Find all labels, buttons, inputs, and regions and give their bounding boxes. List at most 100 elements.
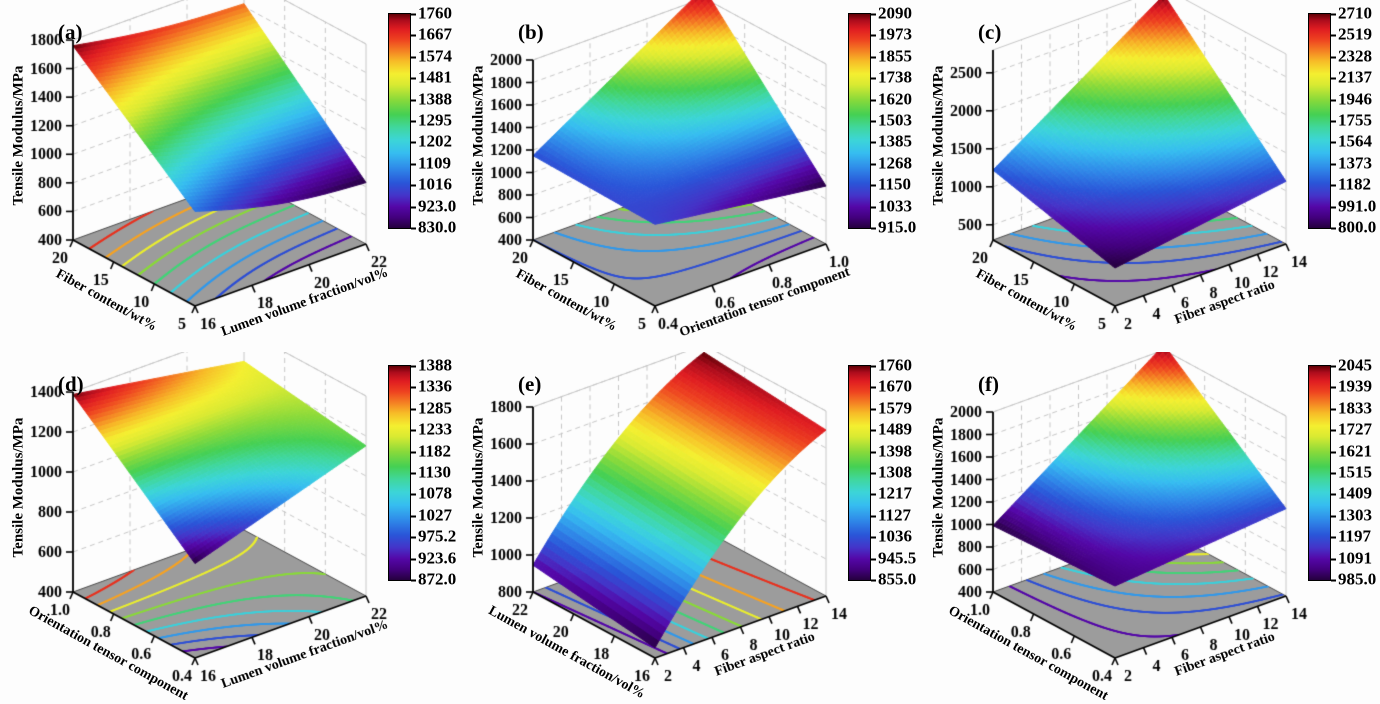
colorbar-tick-label: 1182 [1331, 176, 1371, 193]
colorbar-tick-label: 2137 [1331, 69, 1372, 86]
colorbar: 1760 1667 1574 1481 1388 1295 1202 1109 1016 923.… [388, 5, 460, 236]
panel-c-surface-canvas [920, 0, 1380, 352]
colorbar-tick-label: 1738 [871, 69, 912, 86]
colorbar-gradient [388, 13, 411, 229]
colorbar-tick-label: 800.0 [1331, 219, 1376, 236]
colorbar-tick-label: 855.0 [871, 571, 916, 588]
colorbar-tick-label: 1620 [871, 90, 912, 107]
colorbar-tick-label: 1727 [1331, 421, 1372, 438]
colorbar-tick-label: 1579 [871, 399, 912, 416]
colorbar-tick-label: 1308 [871, 464, 912, 481]
colorbar-tick-label: 1016 [411, 176, 452, 193]
panel-letter: (a) [58, 20, 83, 44]
colorbar-tick-labels: 2710 2519 2328 2137 1946 1755 1564 1373 1182 991.… [1331, 5, 1380, 236]
colorbar-tick-label: 1268 [871, 154, 912, 171]
panel-b: (b) Tensile Modulus/MPa Fiber content/wt… [460, 0, 920, 352]
colorbar-tick-label: 1202 [411, 133, 452, 150]
colorbar: 2710 2519 2328 2137 1946 1755 1564 1373 1182 991.… [1308, 5, 1380, 236]
colorbar-tick-label: 1760 [871, 357, 912, 374]
z-axis-label: Tensile Modulus/MPa [930, 417, 947, 558]
colorbar-tick-label: 1503 [871, 112, 912, 129]
colorbar-tick-label: 1336 [411, 378, 452, 395]
colorbar-tick-label: 1755 [1331, 112, 1372, 129]
colorbar-tick-label: 2710 [1331, 5, 1372, 22]
colorbar-tick-label: 1127 [871, 506, 911, 523]
colorbar-tick-label: 923.0 [411, 197, 456, 214]
colorbar: 2045 1939 1833 1727 1621 1515 1409 1303 1197 1091… [1308, 357, 1380, 588]
colorbar: 1760 1670 1579 1489 1398 1308 1217 1127 1036 945.… [848, 357, 920, 588]
colorbar-gradient [1308, 365, 1331, 581]
colorbar-tick-label: 1233 [411, 421, 452, 438]
colorbar-tick-label: 2045 [1331, 357, 1372, 374]
colorbar-tick-label: 1130 [411, 464, 451, 481]
colorbar-tick-label: 1760 [411, 5, 452, 22]
colorbar-tick-label: 1667 [411, 26, 452, 43]
panel-letter: (c) [978, 20, 1002, 44]
panel-letter: (b) [518, 20, 544, 44]
colorbar: 2090 1973 1855 1738 1620 1503 1385 1268 1150 1033… [848, 5, 920, 236]
colorbar-tick-label: 1388 [411, 90, 452, 107]
colorbar-tick-label: 1078 [411, 485, 452, 502]
colorbar-tick-label: 2519 [1331, 26, 1372, 43]
colorbar-tick-label: 2090 [871, 5, 912, 22]
panel-f: (f) Tensile Modulus/MPa Orientation tens… [920, 352, 1380, 704]
panel-b-surface-canvas [460, 0, 920, 352]
colorbar-tick-label: 1150 [871, 176, 911, 193]
panel-letter: (e) [518, 372, 542, 396]
panel-d-surface-canvas [0, 352, 460, 704]
colorbar-tick-label: 1973 [871, 26, 912, 43]
colorbar-tick-label: 1946 [1331, 90, 1372, 107]
panel-a-surface-canvas [0, 0, 460, 352]
colorbar-gradient [388, 365, 411, 581]
colorbar-tick-label: 1217 [871, 485, 912, 502]
colorbar-tick-labels: 1760 1667 1574 1481 1388 1295 1202 1109 1016 923.… [411, 5, 460, 236]
panel-f-surface-canvas [920, 352, 1380, 704]
colorbar-gradient [1308, 13, 1331, 229]
colorbar-tick-label: 1489 [871, 421, 912, 438]
colorbar-tick-label: 1373 [1331, 154, 1372, 171]
colorbar-tick-labels: 1760 1670 1579 1489 1398 1308 1217 1127 1036 945.… [871, 357, 920, 588]
panel-e: (e) Tensile Modulus/MPa Lumen volume fra… [460, 352, 920, 704]
colorbar-tick-label: 1398 [871, 442, 912, 459]
colorbar-tick-label: 945.5 [871, 549, 916, 566]
z-axis-label: Tensile Modulus/MPa [470, 65, 487, 206]
panel-letter: (f) [978, 372, 999, 396]
z-axis-label: Tensile Modulus/MPa [470, 417, 487, 558]
z-axis-label: Tensile Modulus/MPa [10, 417, 27, 558]
colorbar-tick-label: 1939 [1331, 378, 1372, 395]
panel-a: (a) Tensile Modulus/MPa Fiber content/wt… [0, 0, 460, 352]
colorbar-tick-label: 985.0 [1331, 571, 1376, 588]
colorbar-tick-label: 1033 [871, 197, 912, 214]
colorbar-tick-label: 1385 [871, 133, 912, 150]
colorbar-tick-label: 1564 [1331, 133, 1372, 150]
panel-d: (d) Tensile Modulus/MPa Orientation tens… [0, 352, 460, 704]
colorbar-tick-label: 2328 [1331, 47, 1372, 64]
colorbar-tick-label: 1109 [411, 154, 451, 171]
colorbar-tick-label: 1027 [411, 506, 452, 523]
panel-letter: (d) [58, 372, 84, 396]
colorbar-tick-label: 1574 [411, 47, 452, 64]
colorbar-tick-labels: 2090 1973 1855 1738 1620 1503 1385 1268 1150 1033… [871, 5, 920, 236]
colorbar-tick-label: 991.0 [1331, 197, 1376, 214]
colorbar-gradient [848, 365, 871, 581]
colorbar-tick-label: 1091 [1331, 549, 1372, 566]
colorbar-tick-label: 872.0 [411, 571, 456, 588]
colorbar-tick-label: 1621 [1331, 442, 1372, 459]
colorbar-tick-label: 915.0 [871, 219, 916, 236]
colorbar-tick-label: 975.2 [411, 528, 456, 545]
colorbar-tick-label: 830.0 [411, 219, 456, 236]
colorbar: 1388 1336 1285 1233 1182 1130 1078 1027 975.2 923… [388, 357, 460, 588]
z-axis-label: Tensile Modulus/MPa [10, 65, 27, 206]
colorbar-tick-label: 1388 [411, 357, 452, 374]
colorbar-tick-label: 1855 [871, 47, 912, 64]
colorbar-tick-label: 1515 [1331, 464, 1372, 481]
colorbar-tick-label: 1303 [1331, 506, 1372, 523]
colorbar-tick-label: 1670 [871, 378, 912, 395]
colorbar-tick-label: 1285 [411, 399, 452, 416]
colorbar-tick-labels: 1388 1336 1285 1233 1182 1130 1078 1027 975.2 923… [411, 357, 460, 588]
colorbar-tick-label: 1409 [1331, 485, 1372, 502]
colorbar-tick-label: 1481 [411, 69, 452, 86]
colorbar-tick-label: 1295 [411, 112, 452, 129]
colorbar-tick-label: 1182 [411, 442, 451, 459]
